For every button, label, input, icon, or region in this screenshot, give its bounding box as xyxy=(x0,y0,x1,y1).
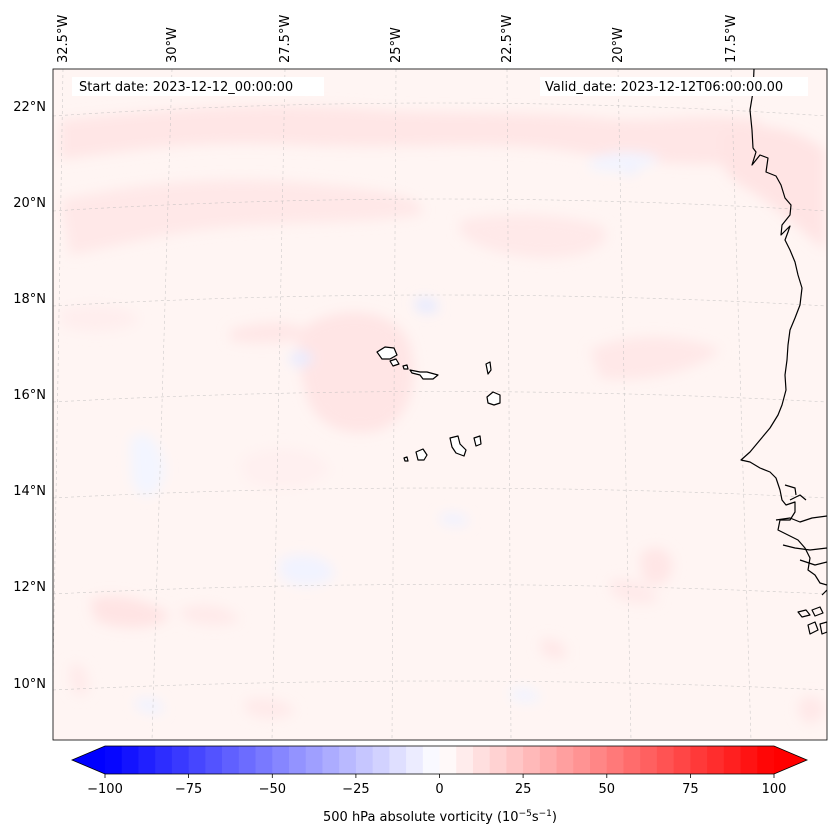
colorbar-ticks xyxy=(104,774,775,778)
colorbar-segment xyxy=(606,746,624,774)
colorbar-label-main: 500 hPa absolute vorticity (10 xyxy=(323,810,519,825)
colorbar-segment xyxy=(489,746,507,774)
colorbar-segment xyxy=(573,746,591,774)
colorbar-segment xyxy=(155,746,173,774)
cb-tick-label-100: 100 xyxy=(762,782,787,797)
colorbar-segment xyxy=(105,746,123,774)
colorbar-label-end: ) xyxy=(552,810,557,825)
colorbar-segment xyxy=(472,746,491,774)
colorbar-segment xyxy=(707,746,725,774)
latitude-labels: 22°N 20°N 18°N 16°N 14°N 12°N 10°N xyxy=(13,100,46,692)
island-santa-luzia xyxy=(402,364,409,370)
colorbar-segment xyxy=(171,746,190,774)
colorbar-segment xyxy=(355,746,374,774)
africa-coastline xyxy=(740,69,827,586)
colorbar-segment xyxy=(222,746,240,774)
lon-label-25w: 25°W xyxy=(389,27,404,63)
map-background xyxy=(53,69,827,740)
colorbar-segment xyxy=(556,746,574,774)
island-fogo xyxy=(415,448,428,461)
info-box-valid xyxy=(540,77,808,96)
colorbar-segment xyxy=(255,746,273,774)
colorbar-label-mid: s xyxy=(532,810,539,825)
colorbar-segment xyxy=(740,746,758,774)
colorbar-label-exp2: −1 xyxy=(539,809,552,819)
colorbar-segment xyxy=(272,746,290,774)
colorbar-segment xyxy=(238,746,256,774)
colorbar: −100 −75 −50 −25 0 25 50 75 100 500 hPa … xyxy=(70,745,809,825)
colorbar-segment xyxy=(372,746,390,774)
colorbar-segment xyxy=(757,746,775,774)
valid-date-text: Valid_date: 2023-12-12T06:00:00.00 xyxy=(545,80,783,95)
lon-label-17-5w: 17.5°W xyxy=(724,15,739,63)
colorbar-segment xyxy=(640,746,658,774)
island-sao-nicolau xyxy=(409,369,439,380)
colorbar-label: 500 hPa absolute vorticity (10−5s−1) xyxy=(323,809,557,825)
colorbar-segment xyxy=(539,746,557,774)
colorbar-segment xyxy=(723,746,741,774)
colorbar-segment xyxy=(138,746,156,774)
colorbar-segment xyxy=(673,746,691,774)
cb-tick-label-50: 50 xyxy=(599,782,616,797)
lat-label-20n: 20°N xyxy=(13,196,46,211)
colorbar-segment xyxy=(523,746,541,774)
lon-label-30w: 30°W xyxy=(165,27,180,63)
colorbar-segment xyxy=(690,746,708,774)
island-santo-antao xyxy=(376,346,398,360)
lat-label-12n: 12°N xyxy=(13,580,46,595)
cb-tick-label-neg100: −100 xyxy=(87,782,123,797)
lon-label-32-5w: 32.5°W xyxy=(56,15,71,63)
cb-tick-label-neg75: −75 xyxy=(175,782,202,797)
cb-tick-label-25: 25 xyxy=(515,782,532,797)
lon-label-22-5w: 22.5°W xyxy=(500,15,515,63)
colorbar-segment xyxy=(623,746,641,774)
island-boa-vista xyxy=(486,391,501,406)
lat-label-18n: 18°N xyxy=(13,292,46,307)
colorbar-segment xyxy=(456,746,474,774)
island-sal xyxy=(485,361,492,375)
colorbar-segment xyxy=(205,746,223,774)
lon-label-27-5w: 27.5°W xyxy=(278,15,293,63)
graticule xyxy=(53,69,827,740)
colorbar-segment xyxy=(590,746,608,774)
colorbar-segment xyxy=(656,746,675,774)
vorticity-field xyxy=(60,105,825,725)
colorbar-segment xyxy=(439,746,457,774)
island-maio xyxy=(473,435,482,447)
colorbar-segment xyxy=(305,746,323,774)
island-sao-vicente xyxy=(389,358,400,367)
lat-label-14n: 14°N xyxy=(13,484,46,499)
start-date-text: Start date: 2023-12-12_00:00:00 xyxy=(79,80,293,95)
lat-label-10n: 10°N xyxy=(13,677,46,692)
lon-label-20w: 20°W xyxy=(611,27,626,63)
info-box-start xyxy=(72,77,324,96)
island-brava xyxy=(403,456,409,462)
colorbar-segments xyxy=(105,746,775,774)
colorbar-max-extension xyxy=(774,746,807,774)
colorbar-segment xyxy=(422,746,440,774)
lat-label-22n: 22°N xyxy=(13,100,46,115)
colorbar-segment xyxy=(322,746,340,774)
colorbar-segment xyxy=(188,746,206,774)
map-frame xyxy=(52,68,828,741)
cb-tick-label-neg50: −50 xyxy=(259,782,286,797)
island-santiago xyxy=(449,435,467,457)
colorbar-segment xyxy=(288,746,307,774)
colorbar-min-extension xyxy=(72,746,105,774)
longitude-labels: 32.5°W 30°W 27.5°W 25°W 22.5°W 20°W 17.5… xyxy=(56,15,739,63)
colorbar-segment xyxy=(121,746,139,774)
colorbar-segment xyxy=(506,746,524,774)
coastlines xyxy=(376,69,827,635)
cb-tick-label-0: 0 xyxy=(435,782,443,797)
cb-tick-label-75: 75 xyxy=(682,782,699,797)
colorbar-segment xyxy=(389,746,407,774)
cb-tick-label-neg25: −25 xyxy=(342,782,369,797)
colorbar-segment xyxy=(339,746,357,774)
lat-label-16n: 16°N xyxy=(13,388,46,403)
colorbar-label-exp1: −5 xyxy=(519,809,532,819)
colorbar-segment xyxy=(406,746,424,774)
